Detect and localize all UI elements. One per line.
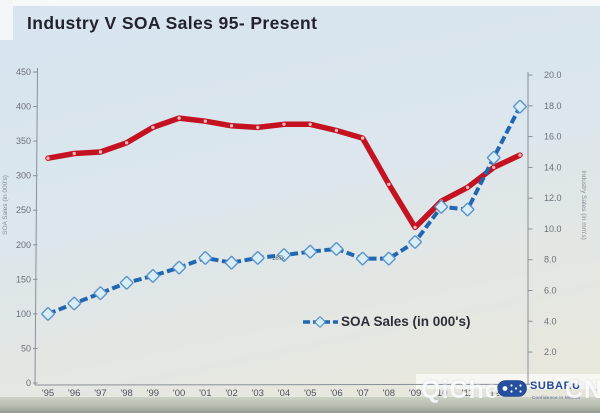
watermark-text: CN (565, 376, 600, 404)
soa-sales-line (47, 105, 522, 316)
industry-point-marker (360, 136, 365, 140)
right-axis-tick-label: 8.0 (544, 255, 557, 265)
right-axis-tick-label: 20.0 (544, 70, 562, 80)
x-axis-label: '06 (330, 388, 342, 399)
left-axis-tick-label: 100 (16, 309, 31, 319)
soa-diamond-marker (303, 244, 317, 259)
right-axis-tick-label: 18.0 (544, 101, 562, 111)
industry-point-marker (72, 151, 76, 156)
legend-diamond-sample (314, 316, 326, 328)
industry-point-marker (177, 116, 181, 120)
subaru-wordmark: SUBARU (530, 380, 581, 392)
x-axis-label: '10 (435, 388, 447, 399)
subaru-tagline: Confidence in Motion (532, 395, 581, 400)
soa-diamond-marker (408, 235, 422, 249)
photo-top-edge (0, 0, 600, 6)
industry-point-marker (413, 225, 417, 230)
industry-point-marker (256, 125, 260, 130)
industry-point-marker (492, 165, 496, 170)
industry-point-marker (203, 119, 208, 123)
right-axis-tick-label: 16.0 (544, 132, 562, 142)
soa-diamond-marker (119, 276, 134, 290)
left-axis-tick-label: 450 (16, 67, 31, 77)
x-axis-label: '05 (304, 388, 316, 399)
x-axis-label: '96 (68, 388, 80, 399)
industry-point-marker (465, 185, 470, 190)
left-axis-tick-label: 200 (16, 240, 31, 250)
subaru-logo-block: SUBARU Confidence in Motion (497, 378, 597, 404)
x-axis-line (34, 383, 531, 386)
photo-corner-patch (0, 0, 13, 40)
soa-diamond-marker (41, 307, 55, 321)
right-axis-tick-label: 4.0 (544, 316, 557, 326)
x-axis-label: '97 (94, 388, 106, 399)
right-axis-tick-label: 10.0 (544, 224, 562, 234)
left-axis-title: SOA Sales (in 000's) (2, 175, 9, 235)
industry-point-marker (46, 156, 50, 160)
watermark-text: QiChe (421, 376, 500, 404)
soa-diamond-marker (329, 242, 344, 256)
soa-diamond-marker (277, 248, 291, 262)
x-axis-label: '07 (356, 388, 368, 399)
x-axis-label: '12 (488, 388, 500, 399)
x-axis-label: '00 (173, 388, 185, 399)
soa-diamond-marker (486, 150, 501, 165)
industry-point-marker (518, 153, 522, 157)
x-axis-label: '99 (147, 388, 159, 399)
soa-diamond-marker (93, 286, 108, 300)
subaru-stars-icon (497, 380, 527, 397)
x-axis-label: '95 (42, 388, 54, 399)
left-axis-tick-label: 0 (26, 378, 31, 388)
soa-diamond-marker (172, 260, 186, 275)
x-axis-label: '09 (409, 388, 421, 399)
soa-diamond-marker (460, 202, 475, 217)
right-axis-tick-label: 12.0 (544, 193, 562, 203)
x-axis-label: '11 (462, 388, 474, 399)
industry-point-marker (334, 128, 339, 133)
soa-diamond-marker (382, 251, 396, 266)
soa-diamond-marker (355, 251, 370, 266)
x-axis-label: '98 (120, 388, 132, 399)
industry-point-marker (387, 182, 391, 186)
right-axis-tick-label: 6.0 (544, 286, 557, 296)
photo-bottom-edge (0, 397, 600, 413)
left-axis-tick-label: 400 (16, 102, 31, 112)
left-axis-tick-label: 300 (16, 171, 31, 181)
left-axis-tick-label: 150 (16, 274, 31, 284)
industry-point-marker (151, 125, 155, 130)
industry-point-marker (98, 150, 103, 154)
left-axis-line (34, 67, 38, 386)
soa-diamond-marker (250, 251, 265, 265)
industry-point-marker (124, 141, 129, 145)
left-axis-tick-label: 350 (16, 136, 31, 146)
x-axis-label: '08 (383, 388, 395, 399)
industry-point-marker (229, 124, 234, 128)
industry-sales-line (45, 115, 523, 231)
soa-diamond-marker (224, 255, 239, 270)
page-title: Industry V SOA Sales 95- Present (27, 13, 318, 33)
soa-diamond-marker (513, 99, 527, 114)
x-axis-label: '01 (199, 388, 211, 399)
left-axis-tick-label: 50 (21, 343, 31, 353)
industry-point-marker (308, 122, 312, 127)
soa-diamond-marker (198, 251, 213, 265)
left-axis-tick-label: 250 (16, 205, 31, 215)
right-axis-tick-label: 2.0 (544, 347, 557, 357)
industry-point-marker (282, 122, 286, 127)
x-axis-label: '04 (278, 388, 290, 399)
legend-label: SOA Sales (in 000's) (341, 314, 471, 329)
x-axis-label: '02 (225, 388, 237, 399)
soa-diamond-marker (434, 200, 449, 214)
soa-diamond-marker (67, 296, 82, 311)
right-axis-tick-label: 14.0 (544, 162, 562, 172)
soa-diamond-marker (146, 269, 160, 283)
right-axis-title: Industry Sales (in mm's) (580, 170, 587, 240)
data-point-annotation: 187k (272, 256, 286, 262)
x-axis-label: '03 (252, 388, 264, 399)
